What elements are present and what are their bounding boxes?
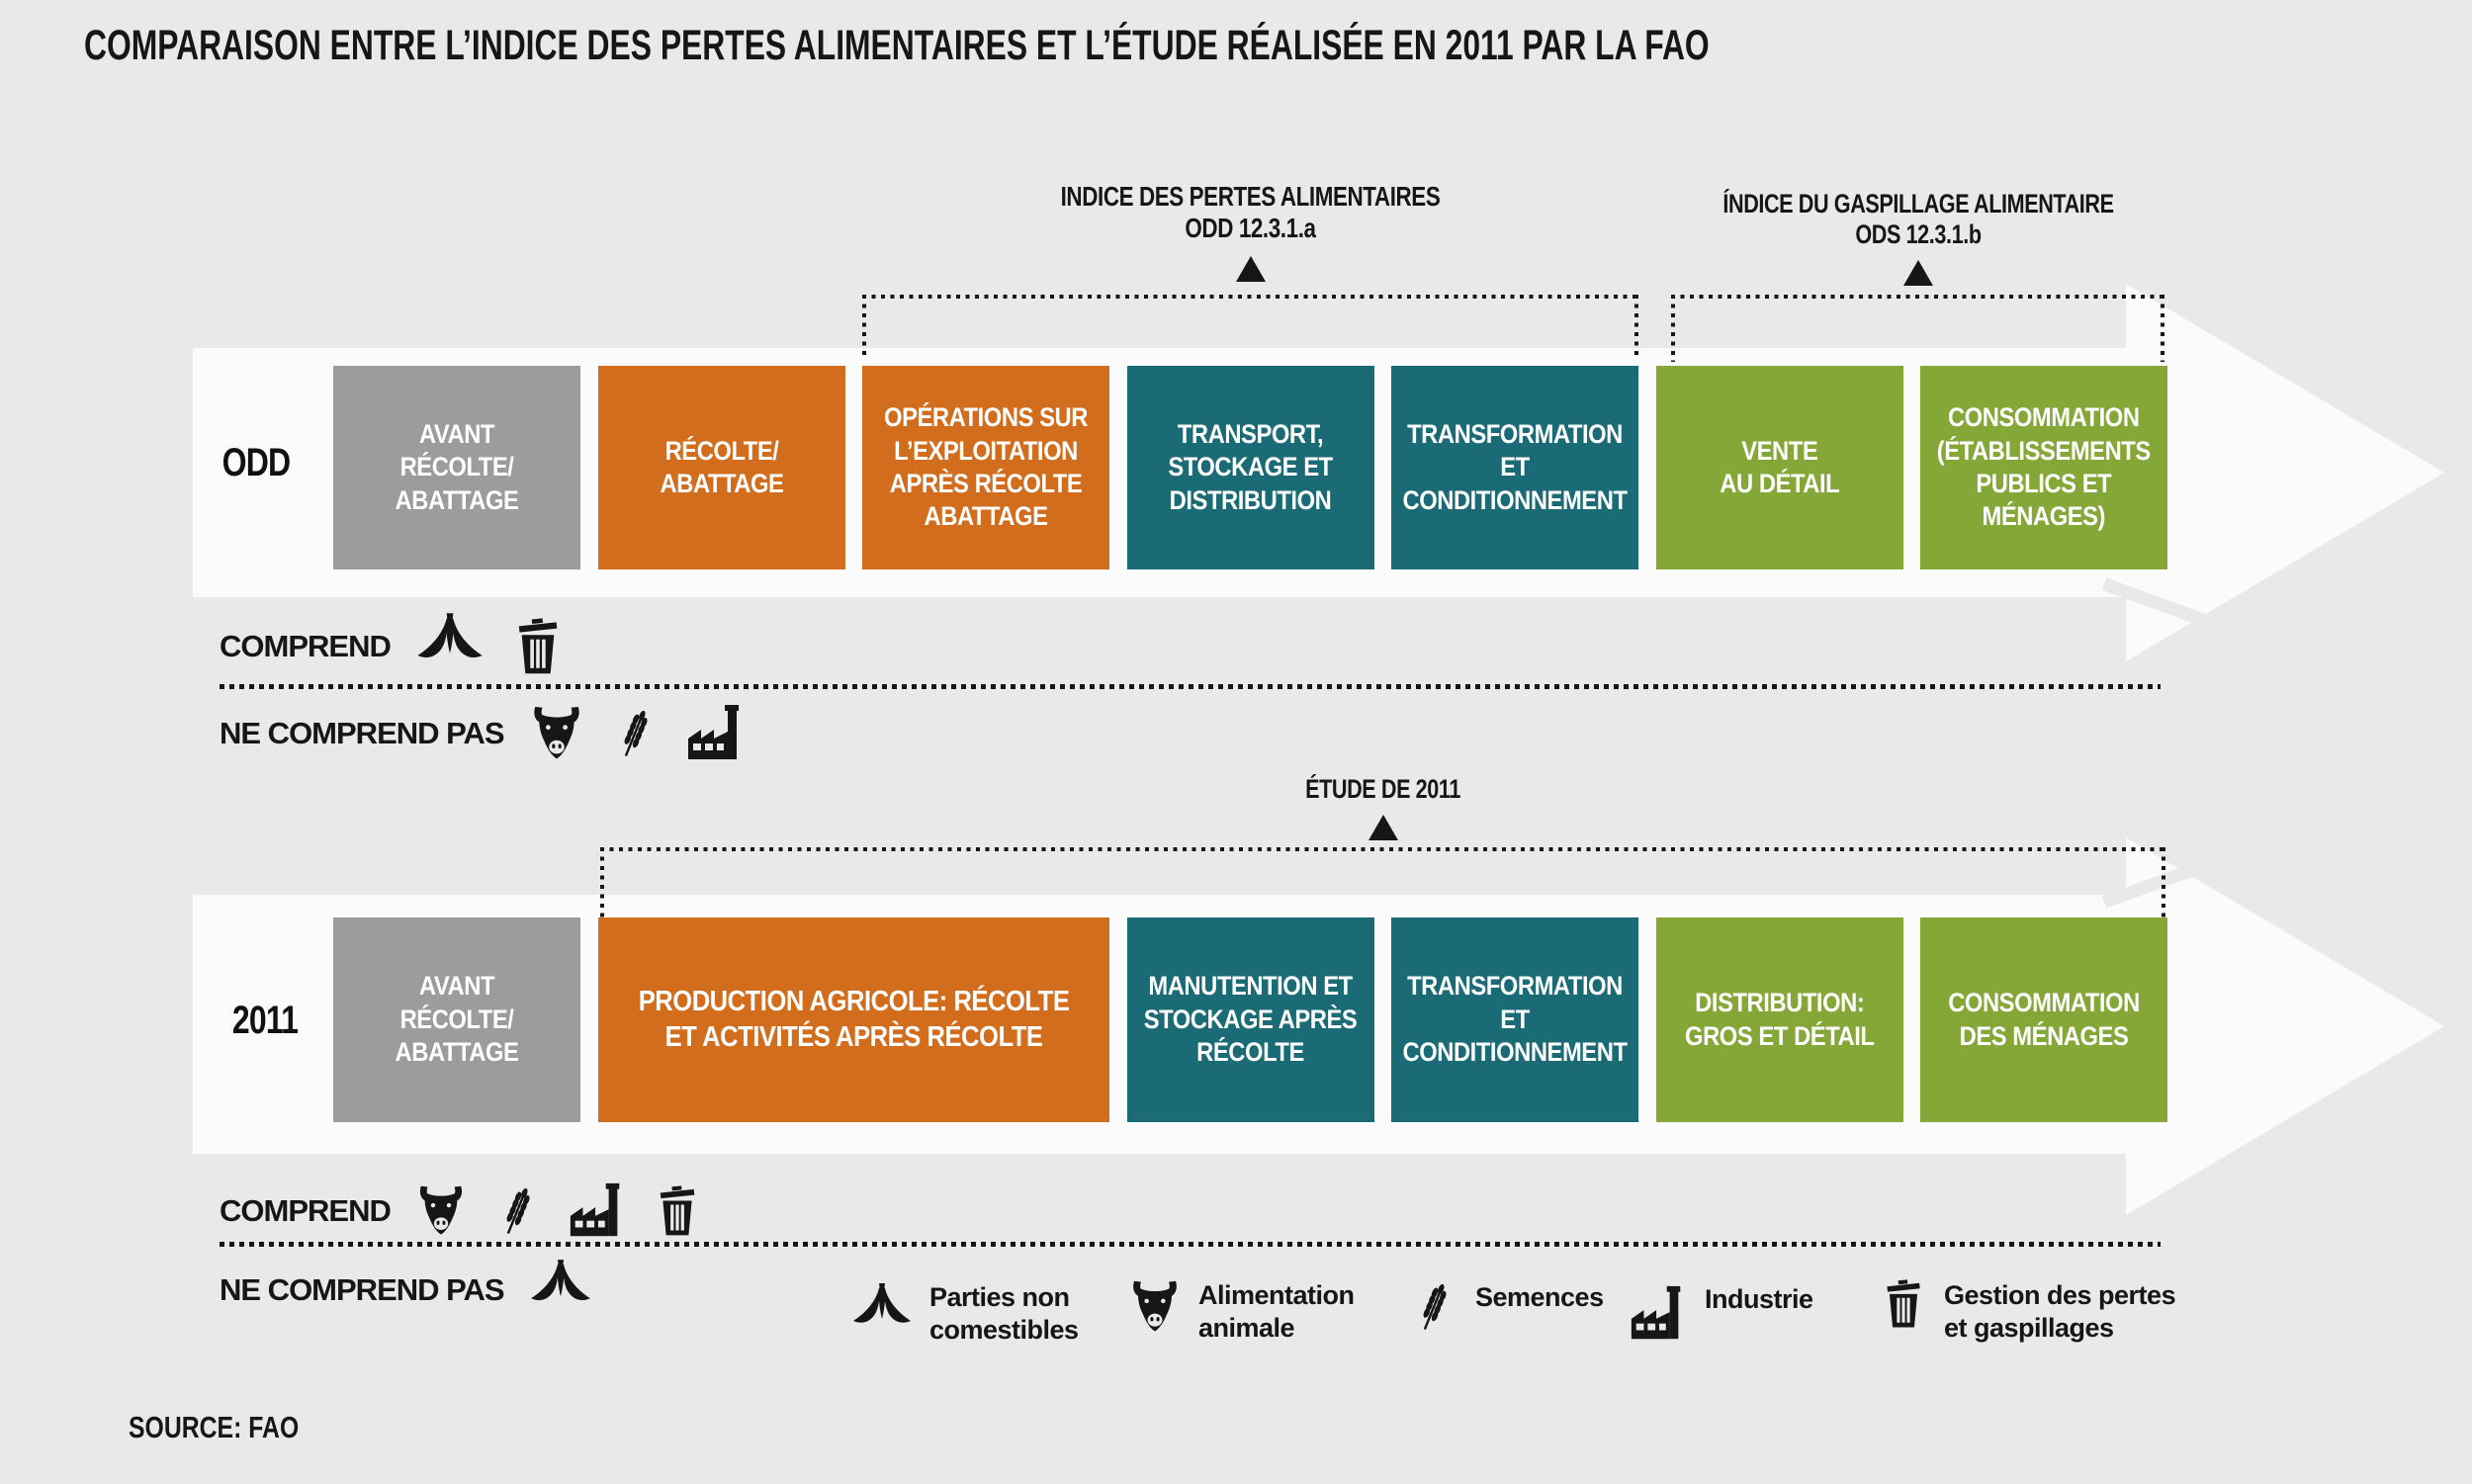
stage-box: CONSOMMATION (ÉTABLISSEMENTS PUBLICS ET …: [1920, 366, 2167, 569]
triangle-up-icon: [1903, 259, 1933, 286]
factory-icon: [684, 702, 748, 765]
cow-icon: [1127, 1279, 1183, 1335]
banana-peel-icon: [414, 611, 486, 682]
stage-box: TRANSFORMATION ET CONDITIONNEMENT: [1391, 366, 1638, 569]
bracket-food-loss-index-right-drop: [1634, 295, 1638, 360]
bracket-2011-study-right-drop: [2162, 847, 2165, 917]
legend-item: Alimentation animale: [1127, 1279, 1355, 1345]
wheat-icon: [491, 1185, 543, 1237]
trash-bin-icon: [509, 618, 567, 675]
triangle-up-icon: [1368, 814, 1398, 840]
banana-peel-icon: [528, 1258, 593, 1323]
y2011-divider-dotted: [220, 1242, 2161, 1247]
odd-divider-dotted: [220, 684, 2161, 689]
stage-box: CONSOMMATION DES MÉNAGES: [1920, 917, 2167, 1122]
banana-peel-icon: [850, 1281, 914, 1345]
legend-item: Gestion des pertes et gaspillages: [1879, 1279, 2176, 1345]
source-note: SOURCE: FAO: [129, 1410, 300, 1444]
legend-item: Semences: [1408, 1281, 1604, 1333]
legend-item: Industrie: [1628, 1283, 1813, 1345]
wheat-icon: [609, 708, 661, 759]
bracket-food-waste-index-right-drop: [2161, 295, 2164, 362]
bracket-2011-study: [600, 847, 2165, 851]
stage-box: OPÉRATIONS SUR L’EXPLOITATION APRÈS RÉCO…: [862, 366, 1109, 569]
annotation-2011-study: ÉTUDE DE 2011: [600, 774, 2165, 840]
y2011-excludes-label: NE COMPREND PAS: [220, 1272, 505, 1307]
bracket-food-waste-index-left-drop: [1671, 295, 1675, 362]
stage-box: VENTE AU DÉTAIL: [1656, 366, 1903, 569]
bracket-food-loss-index-left-drop: [862, 295, 866, 360]
stage-box: AVANT RÉCOLTE/ ABATTAGE: [333, 917, 580, 1122]
legend-label: Semences: [1475, 1282, 1604, 1312]
bracket-2011-study-left-drop: [600, 847, 604, 917]
trash-bin-icon: [652, 1185, 703, 1237]
odd-includes-row: COMPREND: [220, 611, 567, 682]
y2011-excludes-row: NE COMPREND PAS: [220, 1258, 593, 1323]
stage-box: TRANSPORT, STOCKAGE ET DISTRIBUTION: [1127, 366, 1374, 569]
annotation-2011-study-title: ÉTUDE DE 2011: [1305, 774, 1460, 804]
stage-box: MANUTENTION ET STOCKAGE APRÈS RÉCOLTE: [1127, 917, 1374, 1122]
page-title: COMPARAISON ENTRE L’INDICE DES PERTES AL…: [84, 22, 1710, 69]
triangle-up-icon: [1235, 255, 1266, 282]
legend-item: Parties non comestibles: [850, 1281, 1079, 1347]
cow-icon: [414, 1184, 468, 1238]
legend-label: Industrie: [1705, 1284, 1813, 1314]
flow-arrowhead-2011: [2126, 837, 2444, 1215]
annotation-food-waste-index-code: ODS 12.3.1.b: [1855, 218, 1982, 249]
stage-box: TRANSFORMATION ET CONDITIONNEMENT: [1391, 917, 1638, 1122]
wheat-icon: [1408, 1281, 1459, 1333]
annotation-food-loss-index-title: INDICE DES PERTES ALIMENTAIRES: [1060, 181, 1441, 212]
legend-label: Gestion des pertes et gaspillages: [1944, 1280, 2176, 1343]
factory-icon: [567, 1180, 628, 1242]
bracket-food-loss-index: [862, 295, 1638, 299]
annotation-food-waste-index-title: ÍNDICE DU GASPILLAGE ALIMENTAIRE: [1722, 189, 2114, 218]
factory-icon: [1628, 1283, 1689, 1345]
row-label-2011: 2011: [231, 999, 299, 1042]
odd-excludes-row: NE COMPREND PAS: [220, 698, 748, 769]
legend-label: Alimentation animale: [1198, 1280, 1355, 1343]
annotation-food-loss-index-code: ODD 12.3.1.a: [1185, 212, 1316, 243]
row-label-odd: ODD: [221, 441, 292, 484]
annotation-food-waste-index: ÍNDICE DU GASPILLAGE ALIMENTAIRE ODS 12.…: [1671, 189, 2165, 286]
stage-box: PRODUCTION AGRICOLE: RÉCOLTE ET ACTIVITÉ…: [598, 917, 1109, 1122]
bracket-food-waste-index: [1671, 295, 2164, 299]
cow-icon: [528, 705, 585, 762]
y2011-includes-row: COMPREND: [220, 1178, 703, 1244]
odd-includes-label: COMPREND: [220, 629, 392, 663]
odd-excludes-label: NE COMPREND PAS: [220, 716, 505, 750]
stage-box: RÉCOLTE/ ABATTAGE: [598, 366, 845, 569]
legend-label: Parties non comestibles: [929, 1282, 1079, 1345]
annotation-food-loss-index: INDICE DES PERTES ALIMENTAIRES ODD 12.3.…: [862, 181, 1638, 282]
stage-box: AVANT RÉCOLTE/ ABATTAGE: [333, 366, 580, 569]
y2011-includes-label: COMPREND: [220, 1193, 392, 1228]
stage-box: DISTRIBUTION: GROS ET DÉTAIL: [1656, 917, 1903, 1122]
trash-bin-icon: [1879, 1279, 1928, 1329]
